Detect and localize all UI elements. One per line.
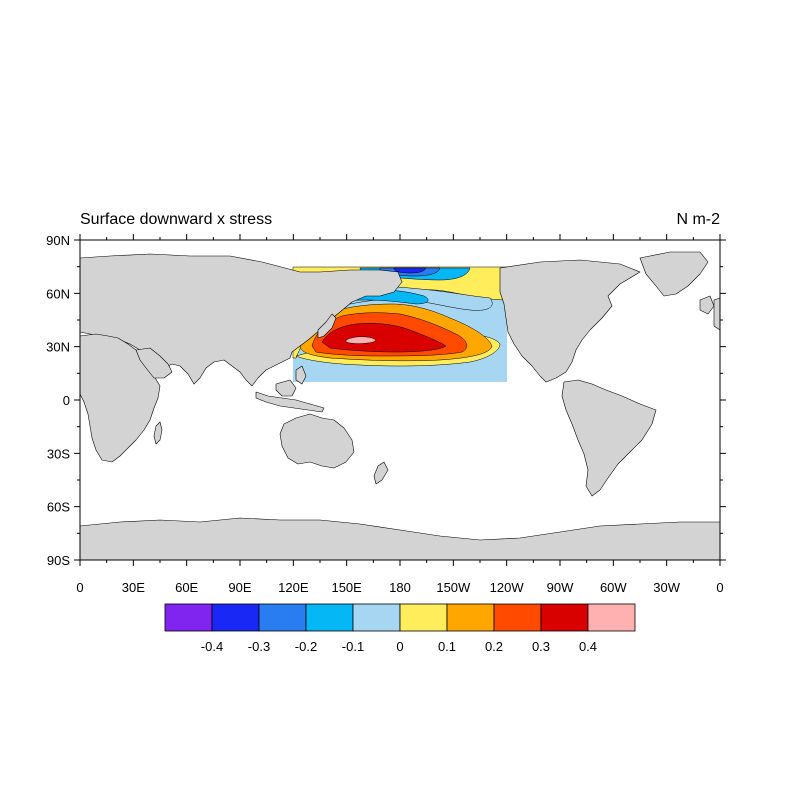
colorbar-swatch xyxy=(164,603,213,632)
colorbar: -0.4 -0.3 -0.2 -0.1 0 0.1 0.2 0.3 0.4 xyxy=(164,603,636,654)
contour-fill-above-0.4 xyxy=(345,336,376,344)
landmass-borneo xyxy=(275,379,297,397)
contour-fill-0.3-to-0.4 xyxy=(321,323,447,353)
landmass-europe-edge xyxy=(713,297,721,331)
colorbar-swatch xyxy=(399,603,448,632)
landmass-uk xyxy=(699,295,715,315)
lat-tick-label: 0 xyxy=(63,393,70,408)
lon-tick-label: 0 xyxy=(76,580,83,595)
colorbar-label: -0.4 xyxy=(201,639,223,654)
lat-tick-label: 30N xyxy=(46,340,70,355)
colorbar-label: 0 xyxy=(396,639,403,654)
colorbar-label: 0.3 xyxy=(532,639,550,654)
lon-tick-label: 30W xyxy=(653,580,680,595)
colorbar-swatch xyxy=(446,603,495,632)
stress-field xyxy=(292,266,508,382)
landmass-antarctica xyxy=(79,517,721,561)
colorbar-swatch xyxy=(258,603,307,632)
lon-tick-label: 0 xyxy=(716,580,723,595)
landmass-japan xyxy=(317,313,337,339)
colorbar-label: 0.4 xyxy=(579,639,597,654)
lon-tick-label: 120W xyxy=(490,580,525,595)
land-layer xyxy=(79,251,721,561)
lon-tick-label: 150W xyxy=(436,580,471,595)
lat-tick-label: 90S xyxy=(47,553,70,568)
lat-tick-label: 60S xyxy=(47,500,70,515)
landmass-south-america xyxy=(561,379,657,497)
colorbar-label: 0.1 xyxy=(438,639,456,654)
landmass-africa xyxy=(79,333,161,463)
landmass-australia xyxy=(279,413,355,469)
lat-tick-label: 60N xyxy=(46,286,70,301)
lon-tick-label: 30E xyxy=(122,580,145,595)
landmass-indonesia xyxy=(255,391,325,413)
lon-tick-label: 180 xyxy=(389,580,411,595)
colorbar-swatch xyxy=(211,603,260,632)
landmass-arabia xyxy=(135,347,173,379)
colorbar-swatch xyxy=(493,603,542,632)
colorbar-swatch xyxy=(587,603,636,632)
landmass-greenland xyxy=(639,251,709,297)
landmass-philippines xyxy=(295,365,307,385)
lon-tick-label: 60W xyxy=(600,580,627,595)
units-label: N m-2 xyxy=(676,211,720,228)
lat-tick-label: 30S xyxy=(47,446,70,461)
colorbar-label: -0.3 xyxy=(248,639,270,654)
map-title: Surface downward x stress xyxy=(80,211,272,228)
lon-tick-label: 60E xyxy=(175,580,198,595)
colorbar-label: -0.1 xyxy=(342,639,364,654)
landmass-north-america xyxy=(499,259,641,383)
lon-tick-label: 90W xyxy=(547,580,574,595)
colorbar-swatch xyxy=(305,603,354,632)
lon-tick-label: 120E xyxy=(278,580,309,595)
colorbar-label: 0.2 xyxy=(485,639,503,654)
lon-tick-label: 150E xyxy=(331,580,362,595)
colorbar-label: -0.2 xyxy=(295,639,317,654)
lon-tick-label: 90E xyxy=(228,580,251,595)
map-axes: 90N 60N 30N 0 30S 60S 90S 0 30E 60E 90E 120E 150E 180… xyxy=(46,233,726,595)
landmass-new-zealand xyxy=(373,461,389,485)
colorbar-swatch xyxy=(352,603,401,632)
lat-tick-label: 90N xyxy=(46,233,70,248)
contour-fill-north-darkest xyxy=(393,267,427,274)
map-area xyxy=(79,239,721,561)
colorbar-swatch xyxy=(540,603,589,632)
landmass-madagascar xyxy=(153,421,163,445)
